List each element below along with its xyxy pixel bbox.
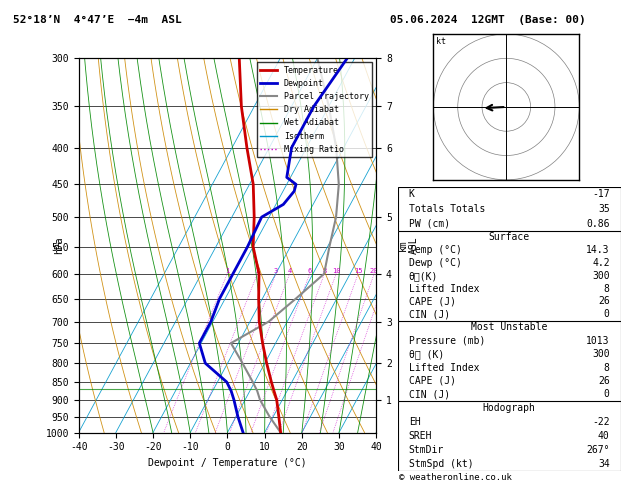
Text: 0: 0 [604, 309, 610, 319]
Text: PW (cm): PW (cm) [409, 219, 450, 228]
Text: 0: 0 [604, 389, 610, 399]
Text: 40: 40 [598, 431, 610, 441]
Text: © weatheronline.co.uk: © weatheronline.co.uk [399, 473, 512, 482]
Text: Temp (°C): Temp (°C) [409, 245, 462, 255]
Text: CAPE (J): CAPE (J) [409, 296, 455, 307]
Text: Surface: Surface [489, 232, 530, 243]
Text: -17: -17 [592, 190, 610, 199]
Text: 35: 35 [598, 204, 610, 214]
Text: Dewp (°C): Dewp (°C) [409, 258, 462, 268]
Text: 1013: 1013 [586, 336, 610, 346]
Text: K: K [409, 190, 415, 199]
Legend: Temperature, Dewpoint, Parcel Trajectory, Dry Adiabat, Wet Adiabat, Isotherm, Mi: Temperature, Dewpoint, Parcel Trajectory… [257, 63, 372, 157]
Text: 8: 8 [322, 268, 326, 274]
Text: StmSpd (kt): StmSpd (kt) [409, 459, 473, 469]
Text: CAPE (J): CAPE (J) [409, 376, 455, 386]
Text: 8: 8 [604, 363, 610, 373]
Text: 267°: 267° [586, 445, 610, 455]
Text: θᴇ (K): θᴇ (K) [409, 349, 444, 359]
Text: Most Unstable: Most Unstable [471, 322, 547, 332]
Text: 26: 26 [598, 296, 610, 307]
Text: CIN (J): CIN (J) [409, 309, 450, 319]
Text: 3: 3 [274, 268, 278, 274]
Y-axis label: hPa: hPa [53, 237, 64, 254]
Text: 6: 6 [308, 268, 312, 274]
Text: EH: EH [409, 417, 420, 427]
Text: Hodograph: Hodograph [482, 403, 536, 413]
Text: SREH: SREH [409, 431, 432, 441]
Text: 26: 26 [598, 376, 610, 386]
Text: 300: 300 [592, 271, 610, 281]
Y-axis label: km
ASL: km ASL [398, 237, 419, 254]
Text: 52°18’N  4°47’E  −4m  ASL: 52°18’N 4°47’E −4m ASL [13, 15, 181, 25]
Text: -22: -22 [592, 417, 610, 427]
Text: 10: 10 [332, 268, 340, 274]
Text: 2: 2 [255, 268, 259, 274]
Text: kt: kt [436, 37, 446, 46]
Text: 8: 8 [604, 284, 610, 294]
Text: 0.86: 0.86 [586, 219, 610, 228]
Text: Lifted Index: Lifted Index [409, 284, 479, 294]
Text: StmDir: StmDir [409, 445, 444, 455]
Text: 05.06.2024  12GMT  (Base: 00): 05.06.2024 12GMT (Base: 00) [390, 15, 586, 25]
Text: 4.2: 4.2 [592, 258, 610, 268]
Text: Pressure (mb): Pressure (mb) [409, 336, 485, 346]
Text: 4: 4 [287, 268, 292, 274]
Text: θᴇ(K): θᴇ(K) [409, 271, 438, 281]
Text: Totals Totals: Totals Totals [409, 204, 485, 214]
Text: 34: 34 [598, 459, 610, 469]
Text: 15: 15 [354, 268, 362, 274]
X-axis label: Dewpoint / Temperature (°C): Dewpoint / Temperature (°C) [148, 458, 307, 468]
Text: Lifted Index: Lifted Index [409, 363, 479, 373]
Text: 14.3: 14.3 [586, 245, 610, 255]
Text: 20: 20 [370, 268, 379, 274]
Text: 300: 300 [592, 349, 610, 359]
Text: CIN (J): CIN (J) [409, 389, 450, 399]
Text: 1: 1 [225, 268, 230, 274]
